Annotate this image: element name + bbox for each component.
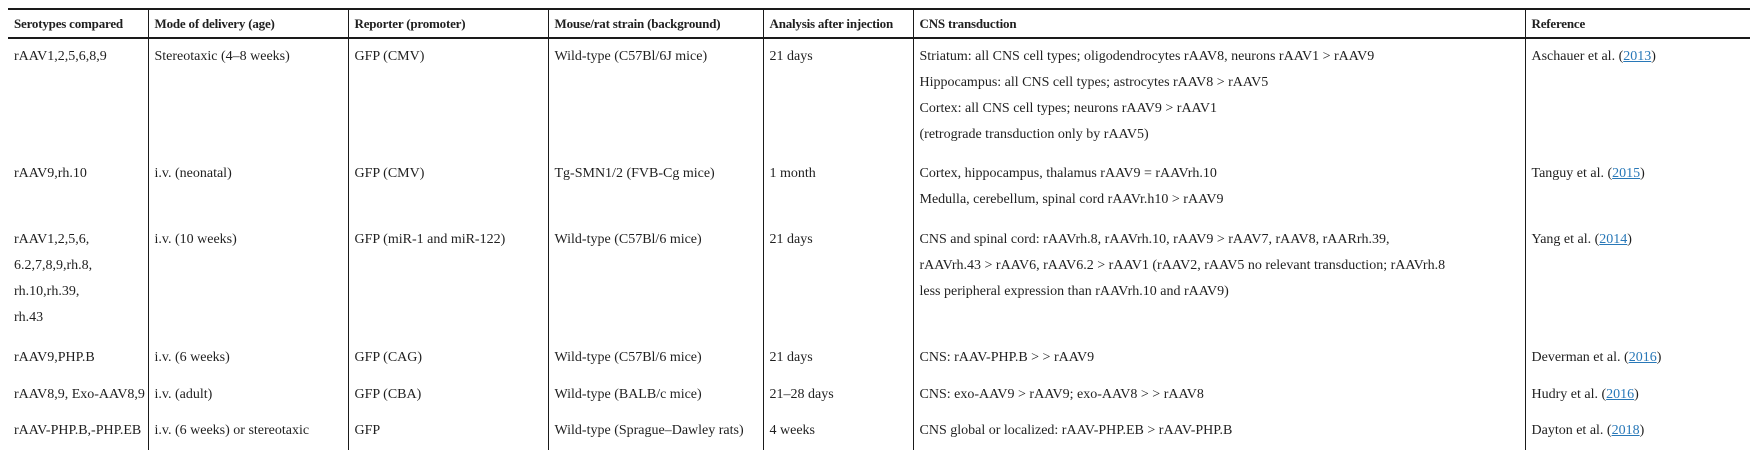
cell-line: CNS: rAAV-PHP.B > > rAAV9 <box>919 350 1095 365</box>
cell-strain: Wild-type (C57Bl/6 mice) <box>547 222 763 340</box>
cell-reporter: GFP (CAG) <box>347 340 548 377</box>
reference-close: ) <box>1656 350 1662 365</box>
cell-reporter: GFP (CMV) <box>347 38 548 156</box>
cell-cns-transduction: Striatum: all CNS cell types; oligodendr… <box>912 38 1525 156</box>
col-header-reporter: Reporter (promoter) <box>347 9 548 38</box>
cell-serotypes: rAAV1,2,5,6, 6.2,7,8,9,rh.8, rh.10,rh.39… <box>8 222 148 340</box>
reference-close: ) <box>1634 387 1639 402</box>
reference-author: Tanguy et al. ( <box>1531 166 1613 181</box>
reference-year-link[interactable]: 2016 <box>1628 350 1657 365</box>
col-header-reference: Reference <box>1524 9 1750 38</box>
cell-reference: Deverman et al. (2016) <box>1524 340 1750 377</box>
cell-serotypes: rAAV9,rh.10 <box>8 156 148 222</box>
header-row: Serotypes compared Mode of delivery (age… <box>8 9 1750 38</box>
cell-line: Medulla, cerebellum, spinal cord rAAVr.h… <box>919 192 1224 207</box>
cell-cns-transduction: CNS global or localized: rAAV-PHP.EB > r… <box>912 413 1525 450</box>
col-header-cns-transduction: CNS transduction <box>912 9 1525 38</box>
reference-author: Yang et al. ( <box>1531 232 1600 247</box>
reference-year-link[interactable]: 2014 <box>1599 232 1628 247</box>
cell-line: rh.43 <box>14 310 44 325</box>
cell-mode: i.v. (adult) <box>147 377 348 413</box>
cell-line: rAAV9,rh.10 <box>14 166 87 181</box>
cell-line: rAAVrh.43 > rAAV6, rAAV6.2 > rAAV1 (rAAV… <box>919 258 1446 273</box>
cell-analysis: 21 days <box>762 340 913 377</box>
cell-strain: Wild-type (Sprague–Dawley rats) <box>547 413 763 450</box>
cell-line: CNS and spinal cord: rAAVrh.8, rAAVrh.10… <box>919 232 1390 247</box>
cell-strain: Wild-type (BALB/c mice) <box>547 377 763 413</box>
cell-reporter: GFP (CMV) <box>347 156 548 222</box>
cell-mode: Stereotaxic (4–8 weeks) <box>147 38 348 156</box>
cell-serotypes: rAAV8,9, Exo-AAV8,9 <box>8 377 148 413</box>
cell-mode: i.v. (6 weeks) or stereotaxic <box>147 413 348 450</box>
cell-analysis: 21 days <box>762 222 913 340</box>
cell-mode: i.v. (10 weeks) <box>147 222 348 340</box>
col-header-strain: Mouse/rat strain (background) <box>547 9 763 38</box>
reference-year-link[interactable]: 2016 <box>1606 387 1635 402</box>
reference-close: ) <box>1627 232 1632 247</box>
reference-year-link[interactable]: 2013 <box>1623 49 1652 64</box>
cell-cns-transduction: CNS: exo-AAV9 > rAAV9; exo-AAV8 > > rAAV… <box>912 377 1525 413</box>
cell-line: rAAV8,9, Exo-AAV8,9 <box>14 387 145 402</box>
cell-serotypes: rAAV9,PHP.B <box>8 340 148 377</box>
cell-line: rAAV9,PHP.B <box>14 350 95 365</box>
table-row-hudry: rAAV8,9, Exo-AAV8,9 i.v. (adult) GFP (CB… <box>8 377 1750 413</box>
cell-strain: Wild-type (C57Bl/6J mice) <box>547 38 763 156</box>
cell-reporter: GFP <box>347 413 548 450</box>
cell-line: (retrograde transduction only by rAAV5) <box>919 127 1149 142</box>
cell-reference: Hudry et al. (2016) <box>1524 377 1750 413</box>
cell-line: rAAV-PHP.B,-PHP.EB <box>14 423 142 438</box>
cell-mode: i.v. (neonatal) <box>147 156 348 222</box>
reference-author: Deverman et al. ( <box>1531 350 1629 365</box>
cell-line: less peripheral expression than rAAVrh.1… <box>919 284 1229 299</box>
table-row-dayton: rAAV-PHP.B,-PHP.EB i.v. (6 weeks) or ste… <box>8 413 1750 450</box>
cell-line: rh.10,rh.39, <box>14 284 80 299</box>
table-row-tanguy: rAAV9,rh.10 i.v. (neonatal) GFP (CMV) Tg… <box>8 156 1750 222</box>
cell-analysis: 4 weeks <box>762 413 913 450</box>
cell-cns-transduction: CNS and spinal cord: rAAVrh.8, rAAVrh.10… <box>912 222 1525 340</box>
reference-year-link[interactable]: 2018 <box>1611 423 1640 438</box>
cell-line: rAAV1,2,5,6,8,9 <box>14 49 107 64</box>
cell-analysis: 1 month <box>762 156 913 222</box>
cell-line: Hippocampus: all CNS cell types; astrocy… <box>919 75 1269 90</box>
cell-cns-transduction: Cortex, hippocampus, thalamus rAAV9 = rA… <box>912 156 1525 222</box>
cell-analysis: 21–28 days <box>762 377 913 413</box>
cell-analysis: 21 days <box>762 38 913 156</box>
cell-reference: Yang et al. (2014) <box>1524 222 1750 340</box>
cell-reporter: GFP (miR-1 and miR-122) <box>347 222 548 340</box>
reference-close: ) <box>1639 423 1645 438</box>
cell-reporter: GFP (CBA) <box>347 377 548 413</box>
cell-cns-transduction: CNS: rAAV-PHP.B > > rAAV9 <box>912 340 1525 377</box>
table-row-aschauer: rAAV1,2,5,6,8,9 Stereotaxic (4–8 weeks) … <box>8 38 1750 156</box>
cell-line: rAAV1,2,5,6, <box>14 232 90 247</box>
cell-line: CNS global or localized: rAAV-PHP.EB > r… <box>919 423 1233 438</box>
reference-close: ) <box>1651 49 1656 64</box>
cell-line: Cortex: all CNS cell types; neurons rAAV… <box>919 101 1217 116</box>
reference-author: Hudry et al. ( <box>1531 387 1607 402</box>
cell-serotypes: rAAV-PHP.B,-PHP.EB <box>8 413 148 450</box>
table-row-yang: rAAV1,2,5,6, 6.2,7,8,9,rh.8, rh.10,rh.39… <box>8 222 1750 340</box>
table-row-deverman: rAAV9,PHP.B i.v. (6 weeks) GFP (CAG) Wil… <box>8 340 1750 377</box>
reference-year-link[interactable]: 2015 <box>1612 166 1641 181</box>
table-container: Serotypes compared Mode of delivery (age… <box>8 8 1756 450</box>
cell-reference: Tanguy et al. (2015) <box>1524 156 1750 222</box>
aav-serotype-comparison-table: Serotypes compared Mode of delivery (age… <box>8 8 1750 450</box>
col-header-serotypes: Serotypes compared <box>14 15 123 31</box>
cell-line: Cortex, hippocampus, thalamus rAAV9 = rA… <box>919 166 1217 181</box>
reference-author: Dayton et al. ( <box>1531 423 1612 438</box>
col-header-mode-of-delivery: Mode of delivery (age) <box>147 9 348 38</box>
cell-strain: Tg-SMN1/2 (FVB-Cg mice) <box>547 156 763 222</box>
cell-line: CNS: exo-AAV9 > rAAV9; exo-AAV8 > > rAAV… <box>919 387 1204 402</box>
reference-close: ) <box>1640 166 1645 181</box>
cell-serotypes: rAAV1,2,5,6,8,9 <box>8 38 148 156</box>
cell-line: 6.2,7,8,9,rh.8, <box>14 258 93 273</box>
cell-line: Striatum: all CNS cell types; oligodendr… <box>919 49 1375 64</box>
cell-strain: Wild-type (C57Bl/6 mice) <box>547 340 763 377</box>
cell-mode: i.v. (6 weeks) <box>147 340 348 377</box>
col-header-analysis: Analysis after injection <box>762 9 913 38</box>
reference-author: Aschauer et al. ( <box>1531 49 1624 64</box>
cell-reference: Aschauer et al. (2013) <box>1524 38 1750 156</box>
cell-reference: Dayton et al. (2018) <box>1524 413 1750 450</box>
